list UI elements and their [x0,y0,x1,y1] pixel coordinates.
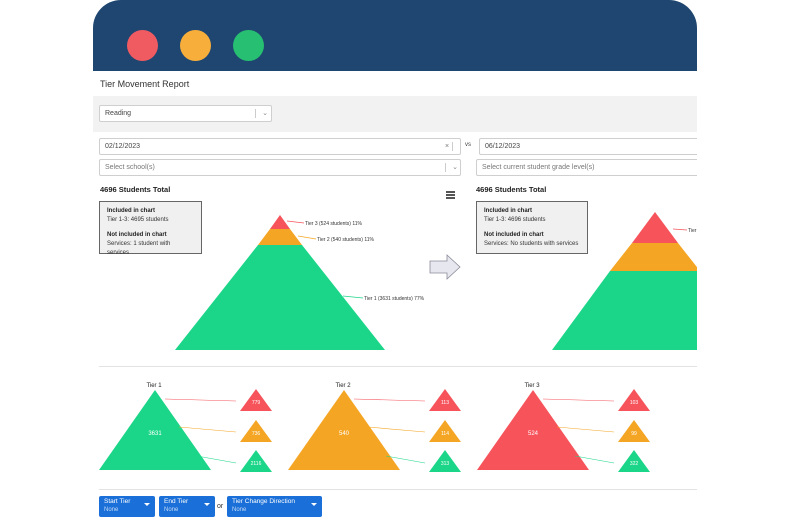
chart-menu-icon[interactable] [446,191,455,200]
or-label: or [217,503,224,510]
page-title: Tier Movement Report [100,79,190,89]
subject-filter-bar: Reading ⌄ [93,96,697,132]
tier3-to-tier1-count: 322 [630,461,639,467]
start-date-input[interactable]: 02/12/2023 × [99,138,461,155]
start-tier-value: None [104,507,119,513]
movement-tier3-triangle[interactable] [477,390,589,470]
school-select[interactable]: Select school(s) ⌄ [99,159,461,176]
start-tier-label: Start Tier [104,498,131,505]
movement-tier2-count: 540 [339,431,350,437]
tier1-to-tier1-count: 2116 [251,461,262,467]
movement-tier2-title: Tier 2 [335,383,351,389]
excluded-text: Services: No students with services [484,241,579,247]
left-tier1-label: Tier 1 (3631 students) 77% [364,296,425,302]
subject-select-value: Reading [105,110,132,117]
included-text: Tier 1-3: 4696 students [484,217,546,223]
clear-icon[interactable]: × [444,143,450,150]
chevron-down-icon: ⌄ [262,110,268,117]
movement-tier3-count: 524 [528,431,539,437]
grade-level-select[interactable]: Select current student grade level(s) [476,159,697,176]
excluded-text: Services: 1 student with services [107,241,171,256]
movement-tier1-title: Tier 1 [146,383,162,389]
school-select-placeholder: Select school(s) [105,164,155,171]
start-date-value: 02/12/2023 [105,143,141,150]
excluded-heading: Not included in chart [484,232,544,238]
right-pyramid-tier3[interactable] [632,212,678,243]
grade-level-placeholder: Select current student grade level(s) [482,164,595,171]
caret-down-icon [144,503,150,506]
tier1-to-tier3-triangle[interactable] [240,389,272,411]
right-tier3-label: Tier [688,228,697,234]
minimize-window-button[interactable] [180,30,211,61]
tier2-to-tier3-triangle[interactable] [429,389,461,411]
tier-change-direction-value: None [232,507,247,513]
right-total: 4696 Students Total [476,185,547,194]
end-tier-label: End Tier [164,498,189,505]
tier1-to-tier2-triangle[interactable] [240,420,272,442]
tier1-to-tier2-count: 736 [252,431,261,437]
end-date-input[interactable]: 06/12/2023 [479,138,697,155]
movement-tier3-title: Tier 3 [524,383,540,389]
tier3-to-tier3-triangle[interactable] [618,389,650,411]
movement-tier1-triangle[interactable] [99,390,211,470]
left-pyramid-tier1[interactable] [175,245,385,350]
included-heading: Included in chart [107,208,156,214]
tier3-to-tier2-triangle[interactable] [618,420,650,442]
title-bar [93,0,697,71]
excluded-heading: Not included in chart [107,232,167,238]
tier-change-direction-filter[interactable]: Tier Change Direction None [227,496,322,517]
included-text: Tier 1-3: 4695 students [107,217,169,223]
tier2-to-tier1-triangle[interactable] [429,450,461,472]
left-tier2-label: Tier 2 (540 students) 11% [317,237,375,243]
section-divider [99,366,697,367]
vs-label: vs [465,142,471,148]
caret-down-icon [311,503,317,506]
tier3-to-tier2-count: 99 [631,431,637,437]
section-divider [99,489,697,490]
close-window-button[interactable] [127,30,158,61]
tier2-to-tier3-count: 113 [441,400,449,406]
app-window: Tier Movement Report Reading ⌄ 02/12/202… [93,0,697,525]
chevron-down-icon: ⌄ [452,164,458,171]
report-content: Tier Movement Report Reading ⌄ 02/12/202… [93,71,697,525]
start-tier-filter[interactable]: Start Tier None [99,496,155,517]
left-tier3-label: Tier 3 (524 students) 11% [305,221,363,227]
movement-tier2-triangle[interactable] [288,390,400,470]
tier1-to-tier3-count: 779 [252,400,261,406]
left-legend-box: Included in chart Tier 1-3: 4695 student… [99,201,202,256]
tier2-to-tier1-count: 313 [441,461,450,467]
end-date-value: 06/12/2023 [485,143,521,150]
movement-tier1-count: 3631 [148,431,162,437]
end-tier-value: None [164,507,179,513]
included-heading: Included in chart [484,208,533,214]
maximize-window-button[interactable] [233,30,264,61]
right-pyramid-tier1[interactable] [552,271,697,350]
tier3-to-tier1-triangle[interactable] [618,450,650,472]
tier2-to-tier2-triangle[interactable] [429,420,461,442]
tier-charts-canvas: Tier 3 (524 students) 11% Tier 2 (540 st… [99,212,697,472]
left-pyramid-tier3[interactable] [270,215,290,229]
comparison-arrow-icon [429,254,461,280]
tier1-to-tier1-triangle[interactable] [240,450,272,472]
right-pyramid-tier2[interactable] [610,243,697,271]
left-total: 4696 Students Total [100,185,171,194]
left-pyramid-tier2[interactable] [258,229,302,245]
caret-down-icon [204,503,210,506]
end-tier-filter[interactable]: End Tier None [159,496,215,517]
tier2-to-tier2-count: 114 [441,431,449,437]
subject-select[interactable]: Reading ⌄ [99,105,272,122]
right-legend-box: Included in chart Tier 1-3: 4696 student… [476,201,588,254]
tier-change-direction-label: Tier Change Direction [232,498,295,505]
tier3-to-tier3-count: 103 [630,400,639,406]
